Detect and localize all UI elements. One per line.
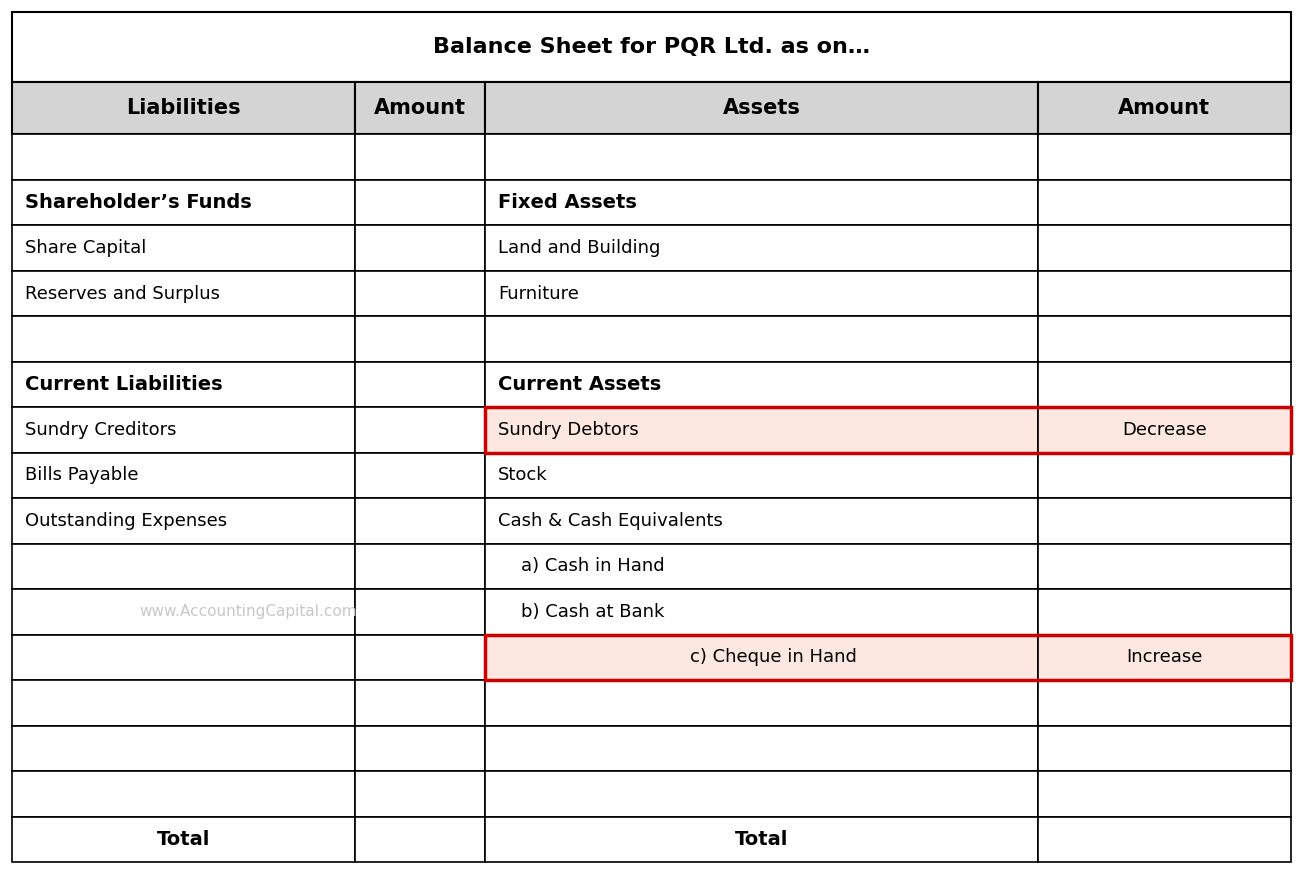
Bar: [485, 135, 1037, 180]
Bar: [12, 316, 354, 362]
Text: Furniture: Furniture: [498, 285, 579, 302]
Text: Total: Total: [156, 829, 210, 849]
Text: a) Cash in Hand: a) Cash in Hand: [498, 558, 665, 575]
Bar: [354, 816, 485, 862]
Text: Fixed Assets: Fixed Assets: [498, 193, 637, 212]
Bar: [354, 271, 485, 316]
Bar: [1037, 81, 1291, 135]
Bar: [485, 498, 1037, 544]
Text: Sundry Debtors: Sundry Debtors: [498, 421, 638, 439]
Bar: [1037, 816, 1291, 862]
Bar: [12, 771, 354, 816]
Bar: [354, 180, 485, 225]
Bar: [485, 271, 1037, 316]
Bar: [485, 180, 1037, 225]
Bar: [1037, 225, 1291, 271]
Bar: [1037, 180, 1291, 225]
Bar: [354, 81, 485, 135]
Bar: [1037, 316, 1291, 362]
Text: Stock: Stock: [498, 467, 547, 484]
Bar: [1037, 407, 1291, 453]
Bar: [485, 544, 1037, 589]
Bar: [12, 362, 354, 407]
Text: Total: Total: [735, 829, 788, 849]
Bar: [354, 135, 485, 180]
Bar: [12, 12, 1291, 81]
Bar: [354, 589, 485, 635]
Bar: [354, 362, 485, 407]
Bar: [1037, 771, 1291, 816]
Text: b) Cash at Bank: b) Cash at Bank: [498, 603, 665, 621]
Bar: [12, 225, 354, 271]
Bar: [12, 635, 354, 680]
Bar: [12, 589, 354, 635]
Bar: [1037, 271, 1291, 316]
Text: Bills Payable: Bills Payable: [25, 467, 138, 484]
Text: Sundry Creditors: Sundry Creditors: [25, 421, 176, 439]
Bar: [485, 680, 1037, 725]
Text: Amount: Amount: [374, 98, 466, 118]
Bar: [1037, 725, 1291, 771]
Text: Amount: Amount: [1118, 98, 1210, 118]
Bar: [1037, 680, 1291, 725]
Bar: [1037, 453, 1291, 498]
Bar: [354, 680, 485, 725]
Text: Cash & Cash Equivalents: Cash & Cash Equivalents: [498, 512, 723, 530]
Text: Reserves and Surplus: Reserves and Surplus: [25, 285, 220, 302]
Text: Outstanding Expenses: Outstanding Expenses: [25, 512, 227, 530]
Bar: [1037, 135, 1291, 180]
Bar: [1037, 635, 1291, 680]
Bar: [485, 589, 1037, 635]
Text: www.AccountingCapital.com: www.AccountingCapital.com: [139, 605, 357, 620]
Bar: [354, 453, 485, 498]
Bar: [354, 225, 485, 271]
Bar: [485, 725, 1037, 771]
Bar: [354, 407, 485, 453]
Text: Increase: Increase: [1126, 649, 1203, 666]
Bar: [485, 635, 1037, 680]
Bar: [1037, 498, 1291, 544]
Bar: [1037, 362, 1291, 407]
Bar: [1037, 544, 1291, 589]
Bar: [485, 816, 1037, 862]
Text: c) Cheque in Hand: c) Cheque in Hand: [667, 649, 856, 666]
Bar: [354, 635, 485, 680]
Bar: [12, 81, 354, 135]
Bar: [12, 680, 354, 725]
Bar: [485, 771, 1037, 816]
Bar: [12, 544, 354, 589]
Bar: [12, 816, 354, 862]
Bar: [12, 498, 354, 544]
Text: Share Capital: Share Capital: [25, 239, 146, 257]
Bar: [485, 316, 1037, 362]
Bar: [12, 453, 354, 498]
Bar: [12, 135, 354, 180]
Text: Assets: Assets: [723, 98, 800, 118]
Bar: [354, 771, 485, 816]
Bar: [354, 316, 485, 362]
Bar: [1037, 589, 1291, 635]
Text: Current Liabilities: Current Liabilities: [25, 375, 223, 394]
Bar: [485, 635, 1291, 680]
Text: Shareholder’s Funds: Shareholder’s Funds: [25, 193, 251, 212]
Bar: [485, 362, 1037, 407]
Text: Balance Sheet for PQR Ltd. as on…: Balance Sheet for PQR Ltd. as on…: [433, 37, 870, 57]
Bar: [485, 225, 1037, 271]
Bar: [485, 407, 1037, 453]
Bar: [12, 271, 354, 316]
Bar: [354, 498, 485, 544]
Bar: [12, 725, 354, 771]
Text: Current Assets: Current Assets: [498, 375, 662, 394]
Bar: [485, 453, 1037, 498]
Bar: [354, 544, 485, 589]
Text: Land and Building: Land and Building: [498, 239, 661, 257]
Bar: [12, 407, 354, 453]
Bar: [485, 407, 1291, 453]
Bar: [12, 180, 354, 225]
Bar: [485, 81, 1037, 135]
Text: Liabilities: Liabilities: [126, 98, 241, 118]
Text: Decrease: Decrease: [1122, 421, 1207, 439]
Bar: [354, 725, 485, 771]
